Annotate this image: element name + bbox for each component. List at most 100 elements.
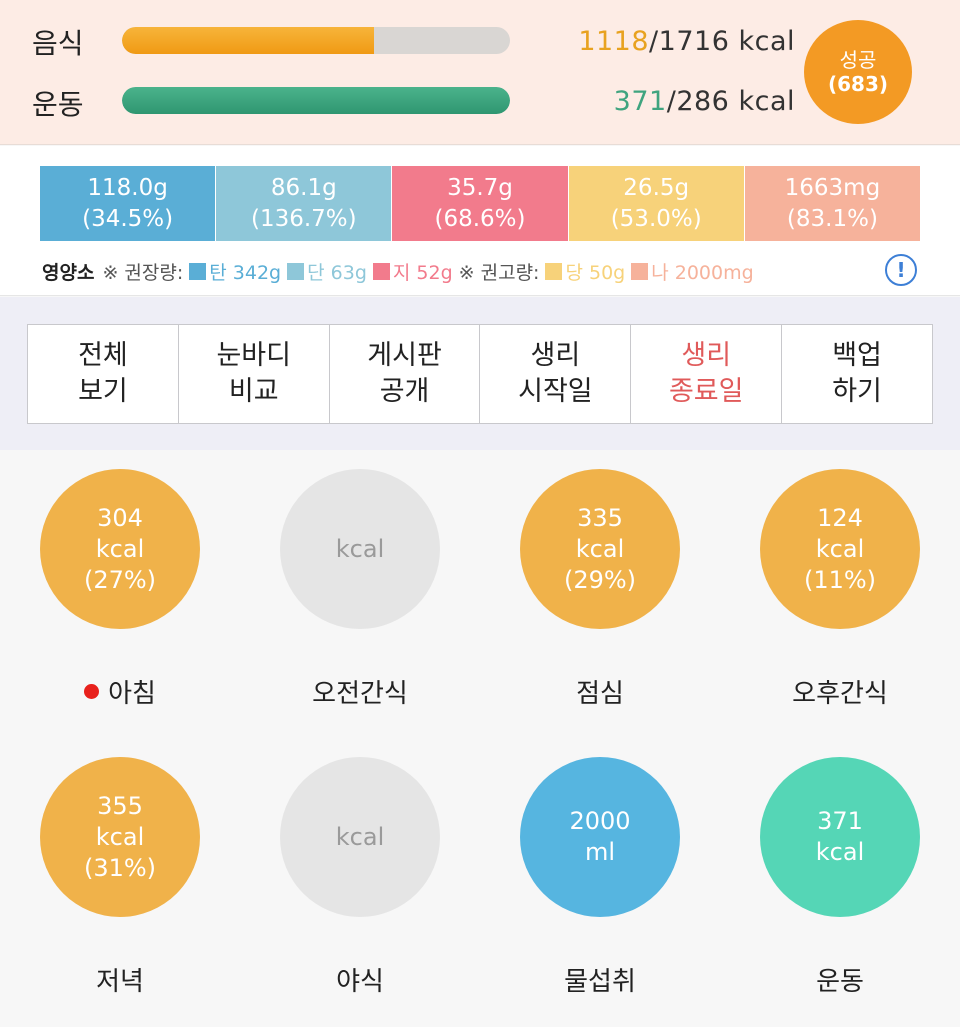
nutrition-percent: (83.1%) bbox=[786, 205, 878, 232]
meal-label[interactable]: 오후간식 bbox=[720, 673, 960, 710]
meal-cell: 2000 ml 물섭취 bbox=[480, 739, 720, 1027]
nutrition-percent: (136.7%) bbox=[250, 205, 357, 232]
meal-circle[interactable]: 355 kcal (31%) bbox=[40, 757, 200, 917]
meal-label[interactable]: 아침 bbox=[0, 673, 240, 710]
button-line1: 백업 bbox=[832, 340, 882, 371]
food-unit: kcal bbox=[738, 26, 795, 57]
active-dot-icon bbox=[84, 684, 100, 699]
exercise-calorie-value: 371/286 kcal bbox=[614, 86, 795, 117]
meal-label[interactable]: 점심 bbox=[480, 673, 720, 710]
meal-unit: ml bbox=[584, 838, 616, 866]
nutrition-section: 118.0g (34.5%) 86.1g (136.7%) 35.7g (68.6%) 26… bbox=[0, 146, 960, 296]
meal-label-text: 오후간식 bbox=[792, 679, 888, 709]
action-button-5[interactable]: 생리 종료일 bbox=[631, 325, 783, 423]
meal-label[interactable]: 야식 bbox=[240, 961, 480, 998]
exercise-goal: 286 bbox=[676, 86, 730, 117]
nutrition-percent: (34.5%) bbox=[82, 205, 174, 232]
food-calorie-value: 1118/1716 kcal bbox=[578, 26, 795, 57]
meal-circle[interactable]: 371 kcal bbox=[760, 757, 920, 917]
meal-circle[interactable]: 124 kcal (11%) bbox=[760, 469, 920, 629]
meal-label[interactable]: 운동 bbox=[720, 961, 960, 998]
exercise-progress-fill bbox=[122, 87, 510, 114]
exercise-label: 운동 bbox=[32, 88, 84, 121]
exercise-progress-bar bbox=[122, 87, 510, 114]
meal-value: 355 bbox=[97, 791, 143, 820]
meal-label-text: 저녁 bbox=[96, 967, 144, 997]
meal-circle[interactable]: 304 kcal (27%) bbox=[40, 469, 200, 629]
button-line2: 비교 bbox=[228, 376, 279, 407]
action-button-6[interactable]: 백업 하기 bbox=[782, 325, 932, 423]
meal-cell: 304 kcal (27%) 아침 bbox=[0, 451, 240, 739]
food-current: 1118 bbox=[578, 26, 650, 57]
exercise-current: 371 bbox=[613, 86, 667, 117]
meal-label-text: 점심 bbox=[576, 679, 624, 709]
calorie-summary: 음식 1118/1716 kcal 운동 371/286 kcal 성공 (68… bbox=[0, 0, 960, 145]
meal-label[interactable]: 저녁 bbox=[0, 961, 240, 998]
legend-recommended-label: ※ 권장량: bbox=[102, 262, 184, 284]
legend-item: 지 52g bbox=[392, 262, 453, 284]
legend-swatch bbox=[287, 263, 305, 280]
nutrition-percent: (68.6%) bbox=[434, 205, 526, 232]
meal-cell: kcal 야식 bbox=[240, 739, 480, 1027]
nutrition-amount: 1663mg bbox=[784, 174, 881, 201]
success-badge[interactable]: 성공 (683) bbox=[804, 20, 912, 124]
exercise-unit: kcal bbox=[738, 86, 795, 117]
success-badge-label: 성공 bbox=[839, 48, 877, 72]
meal-label-text: 아침 bbox=[108, 679, 156, 709]
meal-value: 304 bbox=[97, 503, 143, 532]
nutrition-bar: 118.0g (34.5%) 86.1g (136.7%) 35.7g (68.6%) 26… bbox=[40, 166, 921, 241]
legend-swatch bbox=[189, 263, 207, 280]
legend-item: 단 63g bbox=[307, 262, 367, 284]
meal-unit: kcal bbox=[95, 534, 145, 563]
meal-cell: kcal 오전간식 bbox=[240, 451, 480, 739]
legend-title: 영양소 bbox=[42, 262, 95, 284]
food-progress-fill bbox=[122, 27, 375, 54]
action-button-1[interactable]: 전체 보기 bbox=[28, 325, 179, 423]
legend-item: 나 2000mg bbox=[651, 262, 754, 284]
food-goal: 1716 bbox=[658, 26, 730, 57]
nutrition-amount: 86.1g bbox=[270, 174, 337, 201]
meal-cell: 371 kcal 운동 bbox=[720, 739, 960, 1027]
legend-item: 당 50g bbox=[565, 262, 626, 284]
info-icon[interactable]: ! bbox=[885, 254, 917, 286]
meal-percent: (27%) bbox=[83, 565, 157, 594]
meal-circle[interactable]: kcal bbox=[280, 757, 440, 917]
meal-value: 124 bbox=[817, 503, 863, 532]
legend-swatch bbox=[631, 263, 649, 280]
food-progress-bar bbox=[122, 27, 510, 54]
button-line2: 종료일 bbox=[668, 376, 744, 407]
legend-swatch bbox=[372, 263, 390, 280]
meal-circle[interactable]: kcal bbox=[280, 469, 440, 629]
button-line1: 생리 bbox=[530, 340, 581, 371]
nutrition-percent: (53.0%) bbox=[610, 205, 702, 232]
nutrition-cell: 86.1g (136.7%) bbox=[216, 166, 393, 241]
legend-item: 탄 342g bbox=[209, 262, 282, 284]
meal-circle[interactable]: 2000 ml bbox=[520, 757, 680, 917]
nutrition-amount: 35.7g bbox=[447, 174, 513, 201]
button-line2: 시작일 bbox=[518, 376, 593, 407]
meal-value: 371 bbox=[817, 807, 863, 835]
meal-unit: kcal bbox=[575, 534, 625, 563]
action-button-row: 전체 보기 눈바디 비교 게시판 공개 생리 시작일 생리 종료일 백업 하기 bbox=[27, 324, 933, 424]
meal-label-text: 오전간식 bbox=[312, 679, 408, 709]
meal-unit: kcal bbox=[335, 822, 385, 851]
legend-advised-label: ※ 권고량: bbox=[458, 262, 540, 284]
meal-unit: kcal bbox=[95, 822, 145, 851]
meal-label-text: 야식 bbox=[336, 967, 384, 997]
meal-label-text: 물섭취 bbox=[564, 967, 636, 997]
meal-circle[interactable]: 335 kcal (29%) bbox=[520, 469, 680, 629]
button-line2: 보기 bbox=[78, 376, 128, 407]
legend-swatch bbox=[545, 263, 563, 280]
nutrition-legend: 영양소 ※ 권장량: 탄 342g 단 63g 지 52g ※ 권고량: 당 50g 나 20… bbox=[42, 258, 754, 285]
meal-label[interactable]: 오전간식 bbox=[240, 673, 480, 710]
meal-value: 335 bbox=[577, 503, 623, 532]
action-button-2[interactable]: 눈바디 비교 bbox=[179, 325, 330, 423]
exercise-separator: / bbox=[666, 86, 677, 117]
nutrition-amount: 118.0g bbox=[87, 174, 168, 201]
action-button-3[interactable]: 게시판 공개 bbox=[330, 325, 481, 423]
nutrition-cell: 35.7g (68.6%) bbox=[392, 166, 569, 241]
meal-label[interactable]: 물섭취 bbox=[480, 961, 720, 998]
meal-unit: kcal bbox=[335, 534, 385, 563]
meal-percent: (31%) bbox=[83, 853, 157, 882]
